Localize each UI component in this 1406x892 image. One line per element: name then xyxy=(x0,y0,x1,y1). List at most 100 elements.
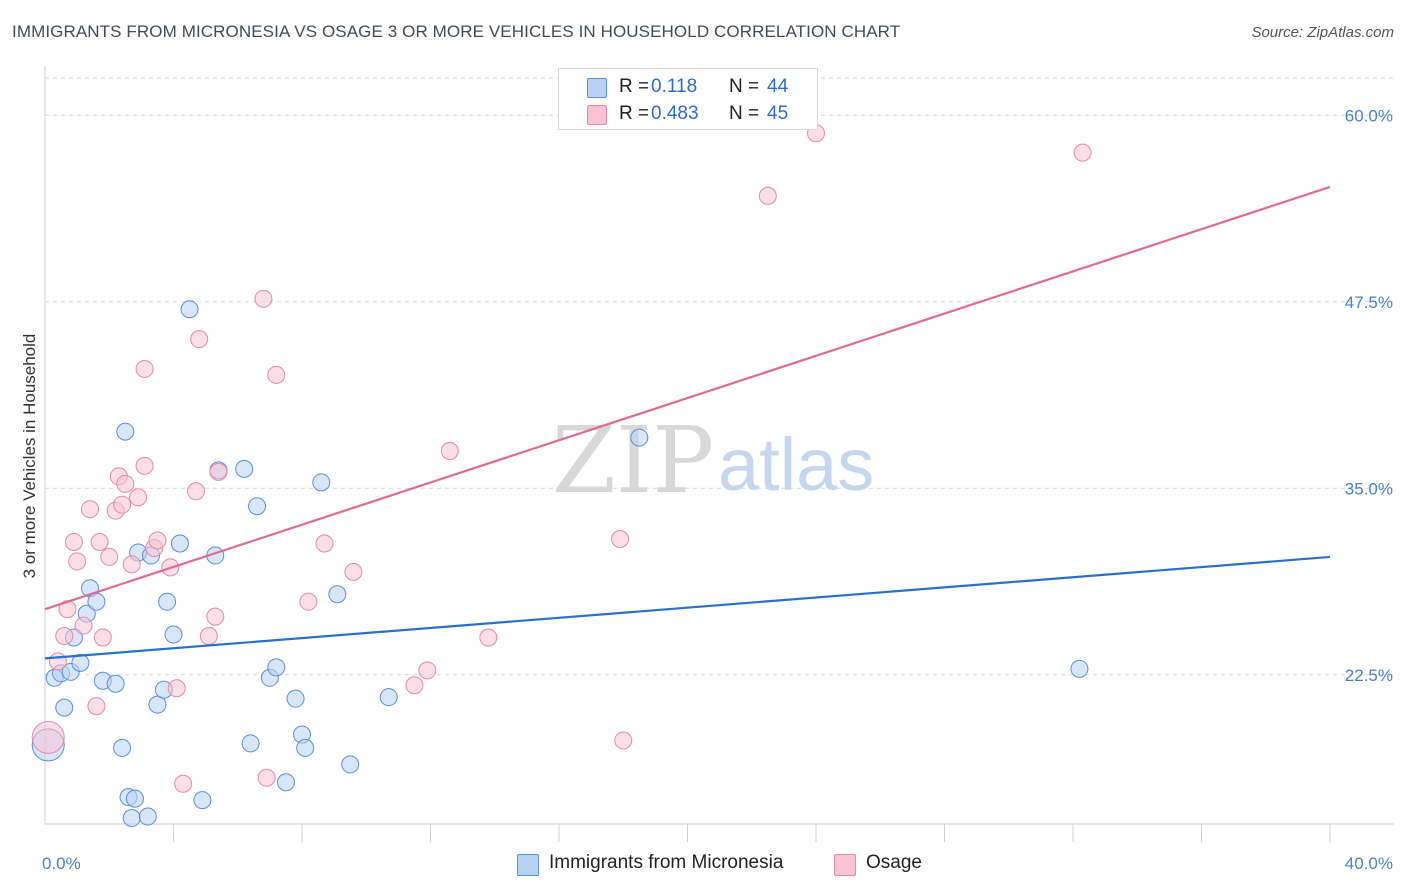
osage-point xyxy=(1073,143,1092,162)
osage-point xyxy=(199,627,218,646)
osage-point xyxy=(257,768,276,787)
y-axis-title: 3 or more Vehicles in Household xyxy=(20,334,39,579)
y-tick-label: 22.5% xyxy=(1345,666,1393,685)
osage-point xyxy=(135,359,154,378)
micronesia-point xyxy=(180,300,199,319)
micronesia-point xyxy=(328,585,347,604)
micronesia-point xyxy=(1070,659,1089,678)
osage-point xyxy=(267,365,286,384)
osage-point xyxy=(611,530,630,549)
osage-point xyxy=(135,456,154,475)
osage-point xyxy=(113,495,132,514)
x-tick-label: 0.0% xyxy=(42,854,81,873)
osage-point xyxy=(315,534,334,553)
data-points xyxy=(31,124,1092,828)
micronesia-point xyxy=(193,791,212,810)
micronesia-point xyxy=(164,625,183,644)
micronesia-point xyxy=(138,807,157,826)
legend-r-value: 0.483 xyxy=(651,103,699,124)
osage-point xyxy=(148,531,167,550)
micronesia-point xyxy=(341,755,360,774)
legend-n-value: 44 xyxy=(767,76,789,97)
osage-point xyxy=(440,442,459,460)
micronesia-point xyxy=(148,695,167,714)
osage-point xyxy=(87,697,106,716)
micronesia-point xyxy=(122,809,141,828)
osage-point xyxy=(68,552,87,571)
osage-point xyxy=(344,562,363,581)
micronesia-point xyxy=(312,473,331,492)
legend-n-label: N = xyxy=(729,76,760,97)
legend-swatch-pink xyxy=(834,854,856,876)
legend-swatch-blue xyxy=(517,854,539,876)
osage-point xyxy=(48,652,67,671)
osage-point xyxy=(31,720,65,754)
axes xyxy=(44,66,1394,842)
micronesia-point xyxy=(267,658,286,677)
legend-label: Immigrants from Micronesia xyxy=(549,852,784,873)
micronesia-point xyxy=(55,698,74,717)
watermark-atlas: atlas xyxy=(718,423,874,506)
legend-label: Osage xyxy=(866,852,922,873)
osage-point xyxy=(209,462,228,481)
micronesia-point xyxy=(235,459,254,478)
legend-n-value: 45 xyxy=(767,103,789,124)
legend-swatch-pink xyxy=(587,105,607,125)
micronesia-point xyxy=(106,674,125,693)
micronesia-point xyxy=(379,688,398,707)
osage-point xyxy=(93,628,112,647)
correlation-legend: R = 0.118 N = 44 R = 0.483 N = 45 xyxy=(558,68,818,130)
watermark-zip: ZIP xyxy=(552,407,714,514)
micronesia-point xyxy=(170,534,189,553)
micronesia-point xyxy=(125,789,144,808)
axis-labels: 22.5% 35.0% 47.5% 60.0% 0.0% 40.0% xyxy=(42,106,1393,873)
series-legend: Immigrants from Micronesia Osage xyxy=(0,852,1406,878)
osage-point xyxy=(129,488,148,507)
legend-swatch-blue xyxy=(587,78,607,98)
osage-point xyxy=(174,774,193,793)
osage-point xyxy=(122,555,141,574)
osage-point xyxy=(418,661,437,680)
osage-point xyxy=(614,731,633,750)
osage-point xyxy=(206,607,225,626)
source-credit: Source: ZipAtlas.com xyxy=(1251,24,1394,41)
osage-point xyxy=(90,533,109,552)
osage-point xyxy=(405,676,424,695)
micronesia-point xyxy=(158,592,177,611)
micronesia-trend-line xyxy=(44,555,1331,660)
y-tick-label: 60.0% xyxy=(1345,106,1393,125)
chart-title: IMMIGRANTS FROM MICRONESIA VS OSAGE 3 OR… xyxy=(12,22,901,41)
micronesia-point xyxy=(296,738,315,757)
micronesia-point xyxy=(276,773,295,792)
micronesia-point xyxy=(87,592,106,611)
osage-point xyxy=(758,186,777,205)
legend-r-value: 0.118 xyxy=(651,76,698,97)
osage-point xyxy=(479,628,498,647)
osage-point xyxy=(116,474,135,493)
legend-r-label: R = xyxy=(619,76,650,97)
osage-point xyxy=(167,679,186,698)
osage-point xyxy=(74,616,93,635)
micronesia-point xyxy=(116,422,135,441)
osage-point xyxy=(186,482,205,501)
gridlines xyxy=(45,77,1394,676)
trend-lines xyxy=(44,185,1331,660)
osage-point xyxy=(190,330,209,349)
osage-point xyxy=(55,627,74,646)
legend-r-label: R = xyxy=(619,103,650,124)
micronesia-point xyxy=(113,738,132,757)
legend-n-label: N = xyxy=(729,103,760,124)
micronesia-point xyxy=(286,689,305,708)
osage-point xyxy=(299,592,318,611)
micronesia-point xyxy=(630,428,649,447)
micronesia-point xyxy=(241,734,260,753)
osage-point xyxy=(80,500,99,519)
osage-trend-line xyxy=(44,185,1331,611)
osage-point xyxy=(100,547,119,566)
osage-point xyxy=(64,533,83,552)
micronesia-point xyxy=(248,497,267,516)
x-tick-label: 40.0% xyxy=(1345,854,1393,873)
y-tick-label: 35.0% xyxy=(1345,479,1393,498)
y-tick-label: 47.5% xyxy=(1345,293,1393,312)
